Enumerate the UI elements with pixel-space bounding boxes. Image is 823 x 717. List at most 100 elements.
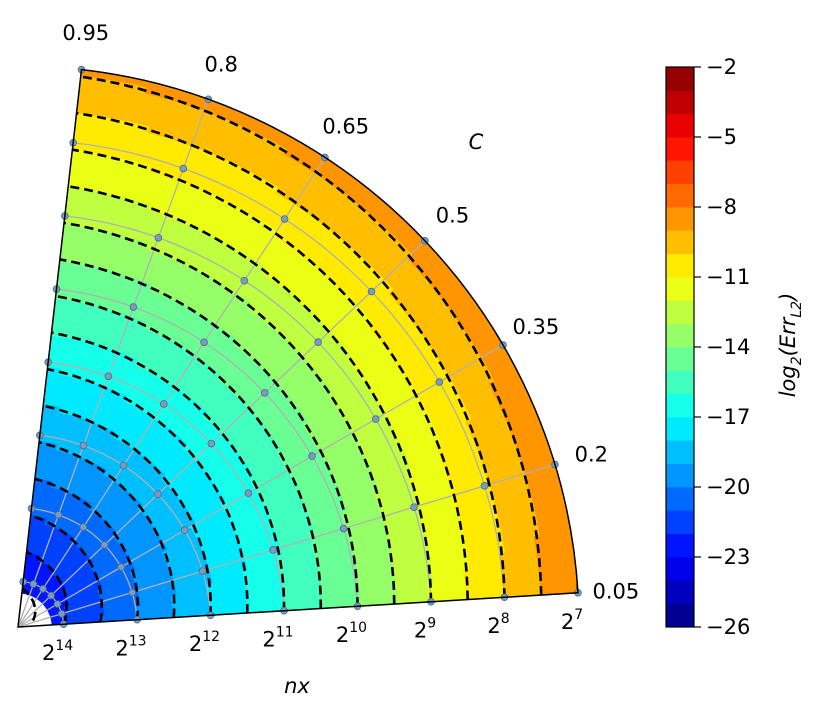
contour-cell (106, 577, 114, 584)
contour-cell (120, 599, 129, 604)
contour-cell (53, 540, 59, 549)
contour-cell (70, 500, 77, 509)
contour-cell (407, 573, 416, 586)
contour-cell (73, 594, 81, 600)
contour-cell (83, 546, 91, 554)
contour-cell (106, 525, 114, 533)
contour-cell (72, 562, 80, 569)
contour-cell (49, 539, 55, 547)
contour-cell (41, 576, 46, 584)
contour-cell (63, 539, 70, 547)
contour-cell (82, 601, 90, 606)
contour-cell (83, 587, 91, 593)
contour-cell (64, 607, 72, 612)
contour-cell (147, 547, 156, 556)
contour-cell (159, 558, 168, 566)
contour-cell (60, 516, 67, 525)
contour-cell (112, 562, 120, 569)
contour-cell (104, 588, 112, 595)
contour-cell (167, 545, 176, 554)
contour-cell (112, 576, 121, 583)
contour-cell (58, 522, 64, 531)
contour-cell (365, 595, 374, 607)
contour-cell (89, 504, 98, 513)
contour-cell (76, 503, 83, 512)
contour-cell (129, 554, 138, 562)
contour-cell (61, 599, 69, 605)
contour-cell (102, 559, 111, 566)
contour-cell (152, 557, 161, 565)
contour-cell (84, 556, 91, 563)
contour-cell (79, 569, 86, 576)
contour-cell (84, 589, 92, 595)
contour-cell (80, 570, 88, 578)
contour-cell (93, 521, 101, 530)
contour-cell (51, 607, 59, 612)
contour-cell (180, 467, 190, 477)
contour-cell (43, 537, 49, 545)
contour-cell (103, 586, 112, 592)
contour-cell (97, 562, 105, 570)
contour-cell (33, 566, 37, 574)
contour-cell (118, 574, 127, 581)
contour-cell (159, 545, 169, 553)
contour-cell (78, 609, 86, 614)
contour-cell (72, 609, 80, 614)
contour-cell (110, 586, 118, 592)
contour-cell (58, 593, 66, 600)
contour-cell (73, 617, 81, 620)
contour-cell (33, 553, 38, 561)
contour-cell (65, 555, 72, 563)
contour-cell (85, 531, 93, 540)
contour-cell (75, 489, 83, 498)
contour-cell (49, 553, 55, 561)
contour-cell (87, 595, 95, 601)
contour-cell (415, 591, 424, 604)
contour-cell (36, 547, 41, 556)
contour-cell (408, 582, 417, 596)
contour-cell (81, 528, 88, 537)
contour-cell (70, 231, 83, 240)
contour-cell (91, 513, 99, 522)
contour-cell (61, 538, 68, 546)
contour-cell (89, 586, 97, 592)
contour-cell (434, 589, 442, 603)
contour-cell (166, 559, 175, 567)
contour-cell (69, 601, 77, 606)
contour-cell (78, 511, 86, 520)
contour-cell (61, 223, 75, 232)
contour-cell (94, 549, 102, 557)
contour-cell (54, 541, 61, 550)
contour-cell (143, 554, 152, 562)
contour-cell (141, 580, 149, 587)
contour-cell (120, 579, 129, 585)
contour-cell (73, 554, 81, 562)
contour-cell (137, 557, 146, 565)
contour-cell (67, 618, 75, 621)
contour-cell (45, 557, 51, 566)
contour-cell (100, 546, 109, 554)
contour-cell (76, 557, 84, 565)
contour-cell (71, 529, 78, 538)
contour-cell (126, 549, 134, 557)
contour-cell (59, 248, 72, 257)
contour-cell (59, 242, 72, 251)
contour-cell (110, 572, 119, 579)
contour-cell (111, 591, 120, 597)
contour-cell (43, 563, 48, 571)
contour-cell (60, 567, 67, 575)
contour-cell (90, 588, 98, 594)
contour-cell (26, 564, 30, 572)
contour-cell (97, 574, 105, 581)
contour-cell (101, 582, 110, 588)
contour-cell (59, 595, 66, 601)
contour-cell (76, 566, 84, 573)
contour-cell (172, 556, 181, 564)
contour-cell (152, 576, 161, 583)
contour-cell (384, 594, 392, 606)
contour-cell (56, 542, 63, 550)
contour-cell (43, 578, 49, 585)
contour-cell (33, 586, 37, 594)
contour-cell (70, 507, 78, 516)
contour-cell (40, 591, 46, 598)
